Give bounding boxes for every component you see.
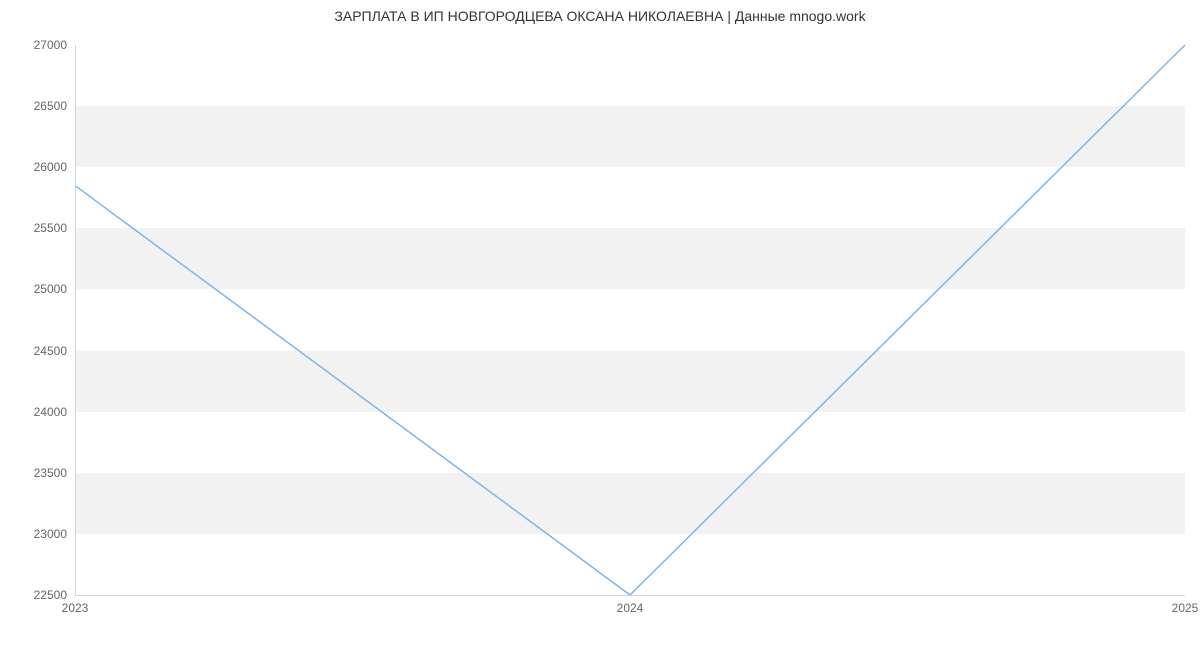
y-tick-label: 23500	[34, 466, 75, 480]
y-tick-label: 26500	[34, 99, 75, 113]
y-tick-label: 27000	[34, 38, 75, 52]
y-tick-label: 23000	[34, 527, 75, 541]
x-tick-label: 2024	[617, 595, 644, 615]
y-tick-label: 25500	[34, 221, 75, 235]
salary-line-chart: ЗАРПЛАТА В ИП НОВГОРОДЦЕВА ОКСАНА НИКОЛА…	[0, 0, 1200, 650]
y-tick-label: 26000	[34, 160, 75, 174]
x-axis-line	[75, 595, 1185, 596]
x-tick-label: 2025	[1172, 595, 1199, 615]
line-series	[75, 45, 1185, 595]
x-tick-label: 2023	[62, 595, 89, 615]
series-path	[75, 45, 1185, 595]
y-axis-line	[75, 45, 76, 595]
chart-title: ЗАРПЛАТА В ИП НОВГОРОДЦЕВА ОКСАНА НИКОЛА…	[0, 8, 1200, 24]
y-tick-label: 24500	[34, 344, 75, 358]
y-tick-label: 24000	[34, 405, 75, 419]
plot-area: 2250023000235002400024500250002550026000…	[75, 45, 1185, 595]
y-tick-label: 25000	[34, 282, 75, 296]
